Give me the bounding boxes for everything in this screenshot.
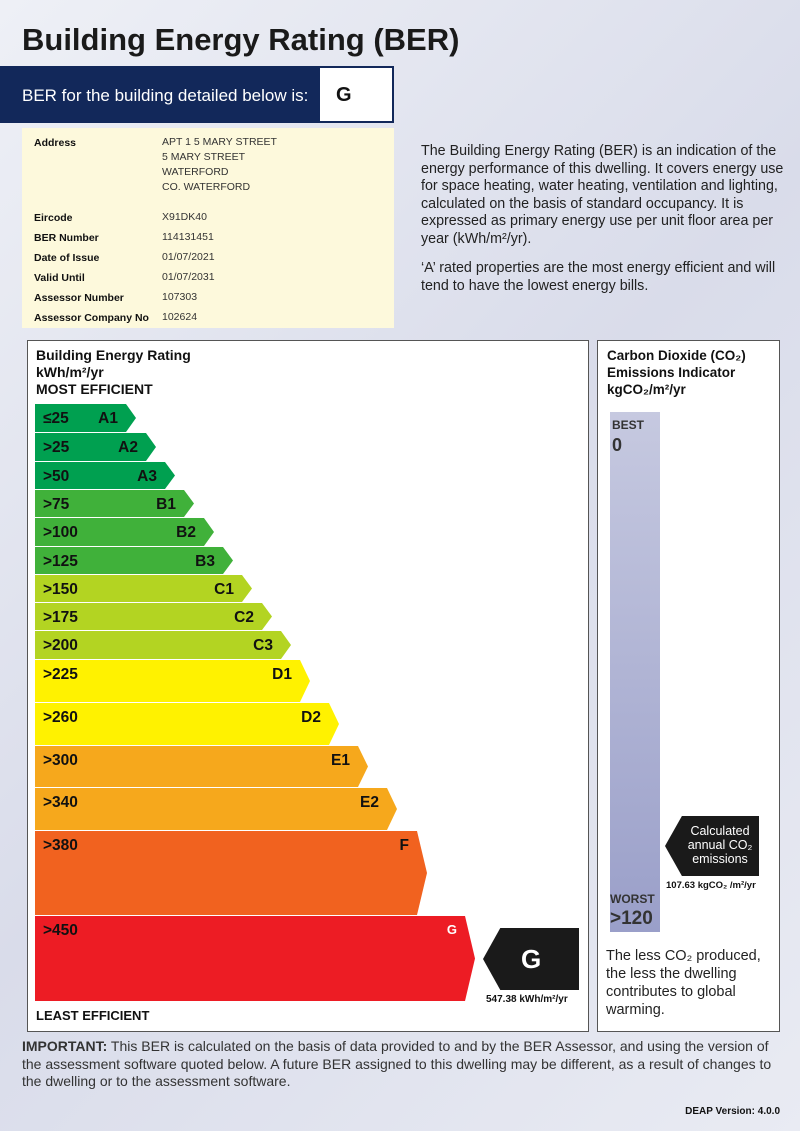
band-range: >200 xyxy=(43,637,78,654)
band-class: A2 xyxy=(118,439,138,456)
band-C3: >200 C3 xyxy=(35,631,291,659)
co2-heading-title: Carbon Dioxide (CO₂) xyxy=(607,348,746,363)
field-value: 114131451 xyxy=(162,231,214,243)
co2-note: The less CO₂ produced, the less the dwel… xyxy=(606,948,761,1018)
band-A3: >50 A3 xyxy=(35,462,175,489)
band-F: >380 F xyxy=(35,831,427,915)
band-class: B1 xyxy=(156,496,176,513)
band-class: D1 xyxy=(272,666,292,683)
co2-value: 107.63 kgCO₂ /m²/yr xyxy=(666,880,756,891)
address-line: 5 MARY STREET xyxy=(162,151,246,163)
field-label: Assessor Company No xyxy=(34,312,149,324)
field-label: BER Number xyxy=(34,232,99,244)
page-title: Building Energy Rating (BER) xyxy=(22,22,460,57)
field-value: 01/07/2021 xyxy=(162,251,215,263)
band-A1: ≤25 A1 xyxy=(35,404,136,432)
field-value: 102624 xyxy=(162,311,198,323)
band-C1: >150 C1 xyxy=(35,575,252,602)
important-notice: IMPORTANT: This BER is calculated on the… xyxy=(22,1038,782,1091)
band-range: >50 xyxy=(43,468,70,485)
band-class: G xyxy=(446,922,457,937)
band-range: >100 xyxy=(43,524,78,541)
band-class: C3 xyxy=(253,637,273,654)
band-range: ≤25 xyxy=(43,410,69,427)
band-range: >380 xyxy=(43,837,78,854)
field-value: X91DK40 xyxy=(162,211,207,223)
band-G: >450 G xyxy=(35,916,475,1001)
band-range: >450 xyxy=(43,922,78,939)
field-value: 01/07/2031 xyxy=(162,271,215,283)
field-label: Eircode xyxy=(34,212,73,224)
co2-heading-subtitle: Emissions Indicator xyxy=(607,365,736,380)
field-label: Assessor Number xyxy=(34,292,124,304)
details-box: Address APT 1 5 MARY STREET 5 MARY STREE… xyxy=(22,128,394,328)
important-label: IMPORTANT: xyxy=(22,1038,108,1054)
important-text: This BER is calculated on the basis of d… xyxy=(22,1038,772,1089)
worst-value: >120 xyxy=(610,908,653,929)
band-range: >340 xyxy=(43,794,78,811)
band-D1: >225 D1 xyxy=(35,660,310,702)
co2-heading: Carbon Dioxide (CO₂) Emissions Indicator… xyxy=(607,347,746,398)
band-range: >25 xyxy=(43,439,70,456)
address-label: Address xyxy=(34,137,77,149)
band-B1: >75 B1 xyxy=(35,490,194,517)
band-E2: >340 E2 xyxy=(35,788,397,830)
band-range: >260 xyxy=(43,709,78,726)
band-class: F xyxy=(399,837,409,854)
description: The Building Energy Rating (BER) is an i… xyxy=(421,143,791,307)
result-value: 547.38 kWh/m²/yr xyxy=(486,994,568,1005)
address-line: WATERFORD xyxy=(162,166,229,178)
band-C2: >175 C2 xyxy=(35,603,272,630)
band-range: >175 xyxy=(43,609,78,626)
band-A2: >25 A2 xyxy=(35,433,156,461)
band-range: >225 xyxy=(43,666,78,683)
band-class: C1 xyxy=(214,581,234,598)
least-efficient-label: LEAST EFFICIENT xyxy=(36,1008,150,1023)
band-class: E2 xyxy=(360,794,379,811)
deap-version: DEAP Version: 4.0.0 xyxy=(685,1106,780,1117)
rating-heading-unit: kWh/m²/yr xyxy=(36,364,104,380)
rating-heading: Building Energy Rating kWh/m²/yr MOST EF… xyxy=(36,347,191,398)
address-line: CO. WATERFORD xyxy=(162,181,251,193)
co2-scale-bar xyxy=(610,412,660,932)
band-range: >300 xyxy=(43,752,78,769)
result-grade-arrow: G xyxy=(483,928,579,990)
best-value: 0 xyxy=(612,435,623,455)
band-B3: >125 B3 xyxy=(35,547,233,574)
description-paragraph: The Building Energy Rating (BER) is an i… xyxy=(421,143,784,247)
co2-arrow: Calculated annual CO₂ emissions xyxy=(665,816,759,876)
band-class: B2 xyxy=(176,524,196,541)
address-line: APT 1 5 MARY STREET xyxy=(162,136,277,148)
band-B2: >100 B2 xyxy=(35,518,214,546)
co2-heading-unit: kgCO₂/m²/yr xyxy=(607,382,686,397)
most-efficient-label: MOST EFFICIENT xyxy=(36,381,153,397)
band-class: A3 xyxy=(137,468,157,485)
band-class: B3 xyxy=(195,553,215,570)
ber-grade-box: G xyxy=(320,68,392,121)
band-D2: >260 D2 xyxy=(35,703,339,745)
field-label: Valid Until xyxy=(34,272,85,284)
band-range: >75 xyxy=(43,496,70,513)
field-value: 107303 xyxy=(162,291,198,303)
band-class: C2 xyxy=(234,609,254,626)
band-class: D2 xyxy=(301,709,321,726)
rating-heading-title: Building Energy Rating xyxy=(36,347,191,363)
band-E1: >300 E1 xyxy=(35,746,368,787)
band-class: E1 xyxy=(331,752,350,769)
field-label: Date of Issue xyxy=(34,252,100,264)
ber-banner-label: BER for the building detailed below is: xyxy=(22,86,309,105)
best-label: BEST xyxy=(612,418,645,432)
band-class: A1 xyxy=(98,410,118,427)
worst-label: WORST xyxy=(610,892,655,906)
band-range: >125 xyxy=(43,553,78,570)
address-value: APT 1 5 MARY STREET 5 MARY STREET WATERF… xyxy=(162,135,277,195)
band-range: >150 xyxy=(43,581,78,598)
description-paragraph: ‘A’ rated properties are the most energy… xyxy=(421,260,776,294)
